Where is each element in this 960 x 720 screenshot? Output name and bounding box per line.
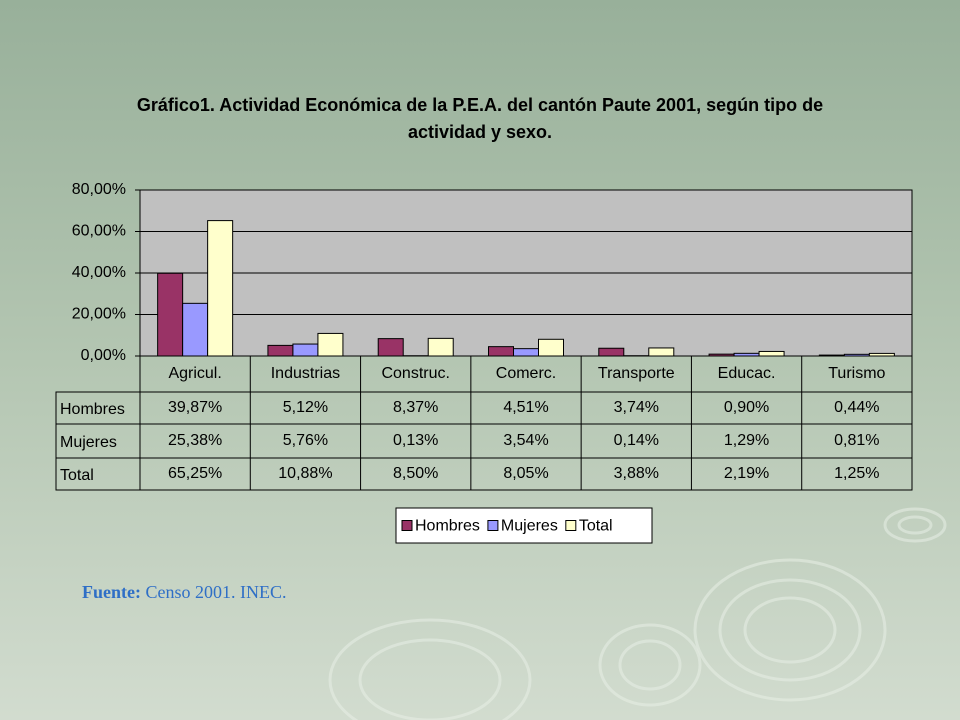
y-tick-label: 0,00% (81, 347, 126, 364)
table-cell: 5,12% (283, 399, 328, 416)
bar (157, 272, 184, 357)
table-row-label: Total (60, 467, 94, 484)
source-label: Fuente: (82, 582, 141, 602)
bar (267, 344, 294, 357)
source-text: Censo 2001. INEC. (145, 582, 287, 602)
table-cell: 8,37% (393, 399, 438, 416)
table-cell: 8,05% (503, 465, 548, 482)
table-cell: 1,29% (724, 432, 769, 449)
legend-swatch (565, 520, 577, 531)
table-row-label: Hombres (60, 401, 125, 418)
table-cell: 4,51% (503, 399, 548, 416)
legend-label: Mujeres (501, 518, 558, 535)
table-cell: 3,54% (503, 432, 548, 449)
x-tick-label: Transporte (598, 365, 675, 382)
source: Fuente: Censo 2001. INEC. (82, 582, 286, 603)
table-row-label: Mujeres (60, 434, 117, 451)
table-cell: 8,50% (393, 465, 438, 482)
bar (598, 347, 625, 357)
bar (648, 347, 675, 357)
y-tick-label: 40,00% (72, 264, 126, 281)
bar (427, 337, 454, 357)
table-cell: 0,81% (834, 432, 879, 449)
table-cell: 0,14% (614, 432, 659, 449)
table-cell: 39,87% (168, 399, 222, 416)
bar (758, 350, 785, 357)
legend-swatch (401, 520, 413, 531)
bar (207, 220, 234, 357)
table-cell: 25,38% (168, 432, 222, 449)
table-cell: 65,25% (168, 465, 222, 482)
table-cell: 0,44% (834, 399, 879, 416)
x-tick-label: Educac. (718, 365, 776, 382)
bar (292, 343, 319, 357)
chart-title: Gráfico1. Actividad Económica de la P.E.… (136, 95, 824, 142)
legend-label: Total (579, 518, 613, 535)
table-cell: 5,76% (283, 432, 328, 449)
table-cell: 3,74% (614, 399, 659, 416)
table-cell: 2,19% (724, 465, 769, 482)
x-tick-label: Turismo (828, 365, 885, 382)
table-cell: 1,25% (834, 465, 879, 482)
legend-box (395, 507, 653, 544)
legend-label: Hombres (415, 518, 480, 535)
bar (317, 332, 344, 357)
x-tick-label: Industrias (271, 365, 340, 382)
x-tick-label: Construc. (381, 365, 449, 382)
y-tick-label: 80,00% (72, 181, 126, 198)
table-cell: 3,88% (614, 465, 659, 482)
y-tick-label: 60,00% (72, 223, 126, 240)
x-tick-label: Comerc. (496, 365, 556, 382)
bar (538, 338, 564, 357)
legend-swatch (487, 520, 499, 531)
table-cell: 0,13% (393, 432, 438, 449)
bar (488, 346, 514, 357)
bar (513, 348, 539, 357)
bar (377, 338, 404, 357)
bar (182, 302, 209, 357)
table-cell: 10,88% (278, 465, 332, 482)
table-cell: 0,90% (724, 399, 769, 416)
x-tick-label: Agricul. (168, 365, 221, 382)
y-tick-label: 20,00% (72, 306, 126, 323)
